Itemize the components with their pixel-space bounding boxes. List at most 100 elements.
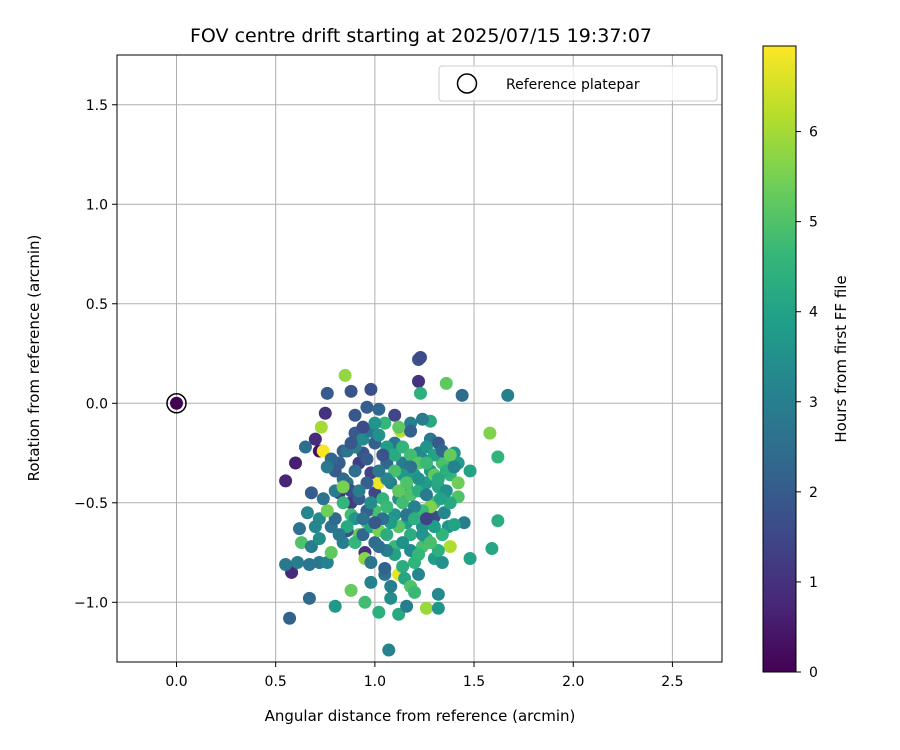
colorbar-tick-label: 4 xyxy=(809,305,818,321)
data-point xyxy=(378,561,392,575)
x-axis-label: Angular distance from reference (arcmin) xyxy=(265,707,576,725)
data-point xyxy=(419,512,433,526)
data-point xyxy=(344,436,358,450)
data-point xyxy=(384,591,398,605)
data-point xyxy=(404,460,418,474)
chart-title: FOV centre drift starting at 2025/07/15 … xyxy=(190,25,652,47)
data-point xyxy=(419,488,433,502)
data-point xyxy=(360,400,374,414)
data-point xyxy=(413,386,427,400)
data-point xyxy=(491,450,505,464)
data-point xyxy=(388,408,402,422)
data-point xyxy=(302,557,316,571)
y-axis-ticks: −1.0 −0.5 0.0 0.5 1.0 1.5 xyxy=(74,98,117,611)
data-point xyxy=(336,480,350,494)
data-point xyxy=(443,448,457,462)
data-point xyxy=(356,432,370,446)
data-point xyxy=(320,386,334,400)
data-point xyxy=(419,456,433,470)
data-point xyxy=(292,522,306,536)
data-point xyxy=(364,382,378,396)
data-point xyxy=(423,536,437,550)
x-tick-label: 1.5 xyxy=(463,674,485,690)
data-point xyxy=(457,516,471,530)
legend-box xyxy=(438,65,718,102)
data-point xyxy=(312,532,326,546)
data-point xyxy=(376,448,390,462)
data-point xyxy=(348,536,362,550)
data-point xyxy=(412,567,426,581)
data-point xyxy=(404,424,418,438)
data-point xyxy=(360,452,374,466)
data-point xyxy=(304,486,318,500)
reference-marker xyxy=(170,396,184,410)
data-point xyxy=(320,555,334,569)
data-point xyxy=(419,601,433,615)
data-point xyxy=(358,595,372,609)
data-point xyxy=(279,557,293,571)
y-tick-label: 0.0 xyxy=(86,396,108,412)
x-tick-label: 0.0 xyxy=(165,674,187,690)
data-point xyxy=(372,605,386,619)
data-point xyxy=(338,368,352,382)
x-tick-label: 2.0 xyxy=(562,674,584,690)
data-point xyxy=(344,384,358,398)
data-point xyxy=(392,607,406,621)
data-point xyxy=(404,528,418,542)
data-point xyxy=(291,555,305,569)
data-point xyxy=(348,408,362,422)
data-point xyxy=(279,474,293,488)
data-point xyxy=(396,559,410,573)
data-point xyxy=(372,464,386,478)
reference-ring xyxy=(166,393,187,414)
data-point xyxy=(485,542,499,556)
legend-label: Reference platepar xyxy=(506,77,640,93)
data-point xyxy=(396,496,410,510)
data-point xyxy=(415,412,429,426)
data-point xyxy=(344,583,358,597)
data-point xyxy=(431,544,445,558)
data-point xyxy=(364,496,378,510)
data-point xyxy=(380,528,394,542)
data-point xyxy=(356,528,370,542)
data-point xyxy=(435,555,449,569)
data-point xyxy=(380,500,394,514)
data-point xyxy=(289,456,303,470)
colorbar-tick-label: 5 xyxy=(809,215,818,231)
data-point xyxy=(308,432,322,446)
colorbar-tick-label: 1 xyxy=(809,575,818,591)
colorbar-tick-label: 0 xyxy=(809,665,818,681)
data-point xyxy=(392,420,406,434)
data-point xyxy=(400,476,414,490)
data-point xyxy=(316,444,330,458)
colorbar-frame xyxy=(762,45,797,673)
data-point xyxy=(372,540,386,554)
x-tick-label: 2.5 xyxy=(661,674,683,690)
data-point xyxy=(314,420,328,434)
colorbar-tick-label: 3 xyxy=(809,395,818,411)
data-point xyxy=(348,464,362,478)
data-point xyxy=(412,374,426,388)
data-point xyxy=(408,512,422,526)
data-point xyxy=(364,575,378,589)
data-point xyxy=(463,464,477,478)
legend: Reference platepar xyxy=(438,65,718,102)
data-point xyxy=(437,506,451,520)
data-point xyxy=(415,528,429,542)
y-axis-label: Rotation from reference (arcmin) xyxy=(25,235,43,482)
data-point xyxy=(300,506,314,520)
data-point xyxy=(404,448,418,462)
data-point xyxy=(283,611,297,625)
colorbar-tick-label: 2 xyxy=(809,485,818,501)
data-point xyxy=(316,492,330,506)
data-point xyxy=(324,546,338,560)
data-point xyxy=(384,579,398,593)
data-point xyxy=(408,500,422,514)
data-point xyxy=(443,540,457,554)
colorbar: 0 1 2 3 4 5 6 Hours from first FF file xyxy=(762,45,850,681)
data-point xyxy=(328,599,342,613)
plot-frame xyxy=(116,54,723,663)
data-point xyxy=(427,520,441,534)
data-point xyxy=(360,476,374,490)
